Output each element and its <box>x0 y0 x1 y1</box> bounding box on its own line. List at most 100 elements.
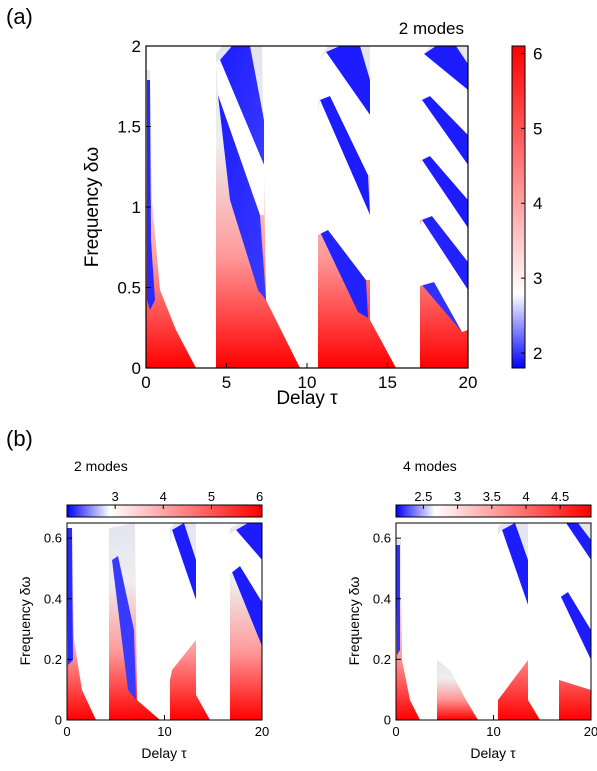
panel-a-region-3-white-1 <box>318 52 370 175</box>
panel-a-colorbar <box>512 46 525 368</box>
panel-label-b: (b) <box>6 426 33 451</box>
panel-b-right-xtick-label-0: 0 <box>392 724 399 739</box>
panel-a-xtick-label-2: 10 <box>298 373 317 392</box>
panel-b-right-xtick-label-1: 10 <box>486 724 500 739</box>
panel-a-region-left-blue <box>147 80 155 310</box>
panel-a-colorbar-ticks: 2 3 4 5 6 <box>521 44 542 363</box>
panel-b-left-region-2-blue <box>112 556 136 700</box>
panel-b-right-xtick-label-2: 20 <box>584 724 597 739</box>
panel-b-right-region-3-white <box>498 530 528 700</box>
panel-a-ylabel: Frequency δω <box>82 147 103 268</box>
panel-b-right-ytick-label-2: 0.4 <box>373 591 391 606</box>
panel-b-left-xtick-label-0: 0 <box>63 724 70 739</box>
panel-a-ytick-label-2: 1 <box>132 198 141 217</box>
panel-a-ytick-label-0: 0 <box>132 359 141 378</box>
panel-b-left-region-4-white <box>230 530 262 602</box>
panel-b-left-title: 2 modes <box>74 458 128 474</box>
panel-b-right-region-1-blue <box>396 545 400 655</box>
panel-a-colorbar-tick-label-0: 2 <box>533 344 542 363</box>
panel-b-right-region-1 <box>396 540 420 720</box>
panel-b-left-xtick-label-2: 20 <box>255 724 269 739</box>
panel-a-region-2-blue-1 <box>220 46 264 165</box>
panel-a-ytick-label-4: 2 <box>132 37 141 56</box>
panel-b-left-ticks: 0 10 20 0 0.2 0.4 0.6 <box>44 531 269 739</box>
panel-a-colorbar-tick-label-4: 6 <box>533 44 542 63</box>
panel-b-left-colorbar-ticks: 3 4 5 6 <box>112 489 263 509</box>
panel-a-title: 2 modes <box>399 19 464 38</box>
panel-a: 2 modes <box>82 19 542 409</box>
panel-b-right-colorbar-tick-label-0: 2.5 <box>414 489 432 504</box>
panel-a-xtick-label-4: 20 <box>459 373 478 392</box>
panel-b-left-region-1 <box>67 528 96 720</box>
panel-a-colorbar-frame <box>511 45 526 369</box>
panel-b-left-colorbar-tick-label-1: 4 <box>160 489 167 504</box>
panel-b-right-colorbar <box>396 505 591 517</box>
panel-b-left-ytick-label-0: 0 <box>55 713 62 728</box>
panel-a-xtick-label-1: 5 <box>222 373 231 392</box>
panel-a-colorbar-tick-label-2: 4 <box>533 194 542 213</box>
panel-b-left-region-1-blue <box>67 528 73 665</box>
panel-b-left-colorbar-tick-label-2: 5 <box>208 489 215 504</box>
panel-b-left-ytick-label-2: 0.4 <box>44 591 62 606</box>
panel-label-a: (a) <box>6 4 33 29</box>
panel-a-xtick-label-0: 0 <box>141 373 150 392</box>
panel-a-region-3-blue-1 <box>326 46 370 115</box>
panel-b-right: 4 modes 2.5 3 3.5 4 4.5 0 10 20 0 0.2 0.4 0.6 Dela… <box>346 458 597 761</box>
panel-b-right-ytick-label-0: 0 <box>384 713 391 728</box>
panel-b-left-ytick-label-1: 0.2 <box>44 652 62 667</box>
panel-b-left-region-4-blue-2 <box>232 566 262 646</box>
panel-b-right-xlabel: Delay τ <box>470 745 516 761</box>
panel-b-left-xtick-label-1: 10 <box>157 724 171 739</box>
panel-b-right-region-3-blue <box>502 523 528 605</box>
panel-a-xtick-label-3: 15 <box>378 373 397 392</box>
panel-a-colorbar-tick-label-3: 5 <box>533 119 542 138</box>
panel-b-right-ytick-label-3: 0.6 <box>373 531 391 546</box>
panel-b-right-colorbar-ticks: 2.5 3 3.5 4 4.5 <box>414 489 569 509</box>
panel-b-right-heatmap <box>396 523 591 720</box>
panel-b-left-colorbar-tick-label-0: 3 <box>112 489 119 504</box>
panel-b-right-colorbar-tick-label-4: 4.5 <box>551 489 569 504</box>
panel-b-right-region-2 <box>437 660 478 720</box>
panel-b-right-colorbar-frame <box>395 504 592 518</box>
panel-b-left-heatmap <box>67 523 262 720</box>
panel-b-right-colorbar-tick-label-2: 3.5 <box>483 489 501 504</box>
panel-a-region-4-white-3 <box>420 160 468 262</box>
panel-a-ytick-label-1: 0.5 <box>117 278 141 297</box>
panel-a-region-left <box>146 70 196 368</box>
panel-b-right-ticks: 0 10 20 0 0.2 0.4 0.6 <box>373 531 597 739</box>
panel-b-left-colorbar-frame <box>66 504 263 518</box>
panel-b-right-region-4-white <box>559 523 591 630</box>
panel-a-xlabel: Delay τ <box>276 388 338 409</box>
panel-b-left-ylabel: Frequency δω <box>17 577 33 666</box>
panel-a-region-4-blue-2 <box>422 96 468 165</box>
panel-a-region-3-blue-2 <box>320 96 370 215</box>
panel-b-left-region-3-blue <box>172 523 196 600</box>
panel-a-axes-frame <box>145 45 469 369</box>
panel-a-region-4-blue-3 <box>422 156 468 228</box>
panel-b-right-ytick-label-1: 0.2 <box>373 652 391 667</box>
panel-a-region-4-blue-1 <box>424 46 468 90</box>
panel-a-colorbar-tick-label-1: 3 <box>533 269 542 288</box>
panel-b-left-region-2 <box>109 523 160 720</box>
panel-a-region-4-white-4 <box>420 220 468 332</box>
panel-a-region-2-white-gap <box>216 60 264 215</box>
panel-b-right-region-4-blue-2 <box>560 592 591 660</box>
panel-a-region-4-blue-4 <box>422 216 468 290</box>
panel-b-right-ylabel: Frequency δω <box>346 577 362 666</box>
panel-a-region-4-blue-5 <box>422 282 462 332</box>
panel-a-region-2-blue-2 <box>218 90 266 300</box>
panel-b-left-ytick-label-3: 0.6 <box>44 531 62 546</box>
panel-a-region-4-white-2 <box>420 100 468 200</box>
panel-a-region-3-blue-3 <box>320 230 368 318</box>
panel-b-right-region-4-white-2 <box>559 595 591 690</box>
panel-b-right-title: 4 modes <box>403 458 457 474</box>
panel-a-ytick-label-3: 1.5 <box>117 117 141 136</box>
panel-a-region-3-white-2 <box>318 100 370 280</box>
panel-a-region-4-white-1 <box>420 54 468 135</box>
panel-b-left-colorbar <box>67 505 262 517</box>
panel-b-left-colorbar-tick-label-3: 6 <box>256 489 263 504</box>
panel-b-left: 2 modes 3 4 5 6 0 10 20 0 0.2 0.4 0.6 Delay τ Fre… <box>17 458 269 761</box>
panel-b-left-region-3-white <box>170 530 196 680</box>
panel-b-left-xlabel: Delay τ <box>141 745 187 761</box>
panel-b-right-colorbar-tick-label-3: 4 <box>522 489 529 504</box>
